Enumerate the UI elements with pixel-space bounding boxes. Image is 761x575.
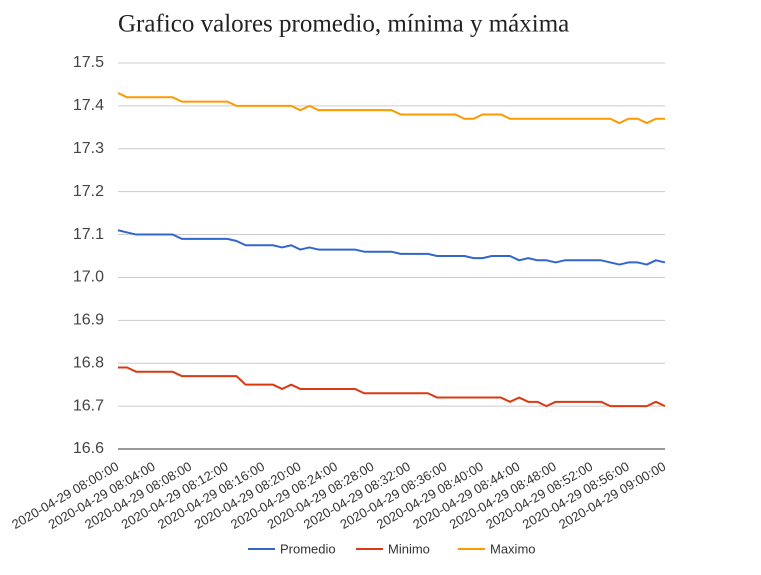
series-line <box>117 229 666 266</box>
y-tick-label: 16.9 <box>73 312 104 329</box>
legend-label: Minimo <box>388 541 430 556</box>
y-tick-label: 17.1 <box>73 226 104 243</box>
y-tick-label: 17.2 <box>73 183 104 200</box>
y-tick-label: 17.4 <box>73 97 104 114</box>
y-tick-label: 17.0 <box>73 269 104 286</box>
chart-title: Grafico valores promedio, mínima y máxim… <box>118 11 569 38</box>
y-tick-label: 17.5 <box>73 54 104 71</box>
y-tick-label: 16.7 <box>73 397 104 414</box>
legend-label: Promedio <box>280 541 336 556</box>
series-line <box>117 92 665 125</box>
legend-label: Maximo <box>490 541 536 556</box>
y-tick-label: 17.3 <box>73 140 104 157</box>
series-line <box>118 366 666 408</box>
y-tick-label: 16.6 <box>73 440 104 457</box>
y-tick-label: 16.8 <box>73 354 104 371</box>
